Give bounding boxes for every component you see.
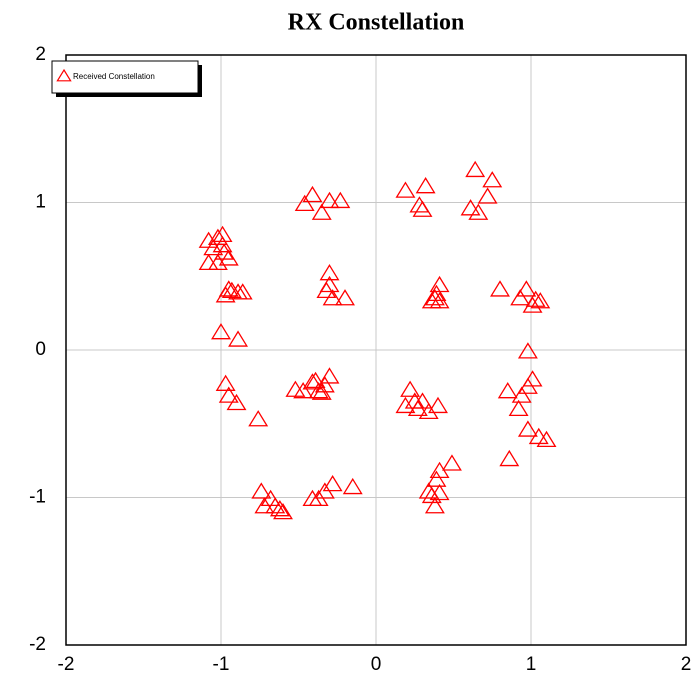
y-tick-label: -2	[29, 634, 46, 655]
point	[226, 393, 247, 411]
point	[395, 396, 416, 414]
point	[215, 374, 236, 391]
point	[311, 203, 332, 220]
point	[412, 200, 433, 217]
point	[319, 367, 340, 384]
point	[429, 275, 450, 293]
point	[293, 382, 314, 399]
point	[412, 392, 433, 409]
point	[510, 289, 531, 306]
point	[302, 373, 323, 390]
point	[319, 275, 340, 293]
plot-frame	[65, 54, 687, 646]
point	[198, 253, 219, 271]
point	[330, 191, 351, 209]
point	[221, 281, 242, 299]
point	[441, 454, 462, 471]
point	[228, 330, 249, 347]
point	[428, 396, 448, 414]
point	[319, 191, 340, 209]
point	[424, 289, 445, 306]
point	[308, 382, 329, 399]
point	[342, 477, 363, 495]
point	[499, 449, 520, 467]
point	[211, 323, 231, 340]
point	[269, 500, 290, 517]
point	[285, 380, 306, 397]
point	[273, 503, 293, 520]
point	[517, 342, 538, 359]
chart-title: RX Constellation	[288, 10, 465, 36]
y-tick-label: 0	[35, 339, 46, 360]
point	[251, 482, 272, 499]
point	[305, 371, 326, 389]
point	[525, 290, 546, 307]
point	[468, 203, 489, 220]
point	[530, 292, 551, 309]
point	[415, 177, 436, 194]
point	[517, 420, 538, 437]
point	[409, 196, 430, 213]
point	[424, 497, 445, 514]
point	[322, 289, 343, 306]
point	[418, 402, 439, 419]
point	[516, 280, 537, 297]
legend	[51, 60, 199, 94]
point	[203, 238, 224, 256]
point	[248, 410, 269, 427]
point	[522, 370, 543, 387]
point	[460, 199, 481, 216]
point	[395, 181, 416, 198]
point	[508, 399, 529, 417]
point	[511, 386, 532, 403]
point	[536, 430, 557, 448]
point	[302, 185, 323, 203]
x-tick-label: 1	[526, 654, 537, 675]
point	[218, 280, 239, 297]
point	[426, 470, 447, 487]
point	[254, 497, 275, 514]
point	[265, 497, 286, 514]
point	[232, 283, 253, 300]
point	[490, 280, 510, 297]
x-tick-label: -2	[58, 654, 75, 675]
point	[426, 284, 447, 301]
y-tick-label: 2	[35, 44, 46, 65]
point	[497, 382, 518, 399]
x-tick-label: -1	[213, 654, 230, 675]
point	[218, 386, 239, 403]
point	[212, 225, 233, 242]
point	[335, 289, 355, 306]
y-tick-label: -1	[29, 487, 46, 508]
point	[477, 187, 498, 204]
point	[319, 264, 340, 281]
point	[322, 474, 343, 492]
point	[482, 171, 503, 188]
point	[294, 194, 315, 212]
x-tick-label: 2	[681, 654, 692, 675]
point	[212, 236, 233, 253]
y-tick-label: 1	[35, 192, 46, 213]
x-tick-label: 0	[371, 654, 382, 675]
point	[218, 249, 239, 266]
point	[465, 160, 486, 178]
legend-label: Received Constellation	[73, 72, 155, 81]
legend-marker	[56, 68, 72, 82]
point	[314, 376, 335, 393]
point	[421, 486, 442, 504]
point	[400, 380, 421, 397]
